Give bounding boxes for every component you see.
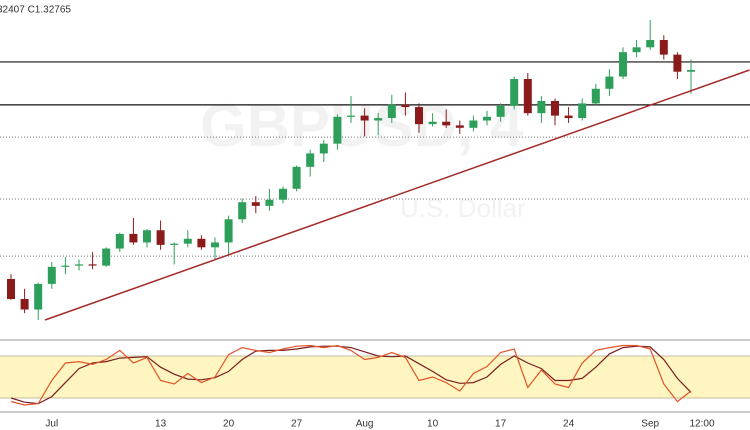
candle-body	[7, 279, 15, 300]
candle-body	[374, 118, 383, 121]
candle-body	[265, 199, 274, 206]
candle-body	[238, 202, 247, 220]
x-tick-label: 13	[155, 419, 167, 430]
candle-body	[143, 230, 151, 243]
x-tick-label: 24	[563, 419, 575, 430]
candle-body	[360, 115, 369, 121]
candle-body	[387, 104, 396, 119]
candle-body	[88, 264, 97, 266]
x-tick-label: Sep	[641, 419, 659, 430]
trendline	[44, 69, 750, 321]
candle-body	[673, 54, 682, 72]
candle-body	[687, 70, 695, 72]
candle-body	[20, 299, 29, 310]
cursor-time-label: 12:00	[689, 419, 714, 430]
candle-body	[619, 52, 627, 77]
candle-body	[442, 121, 451, 126]
candle-body	[115, 233, 124, 249]
candle-body	[75, 264, 83, 266]
stoch-k-line	[10, 344, 692, 406]
stoch-band	[0, 356, 750, 398]
candle-body	[47, 266, 56, 284]
candle-body	[578, 103, 587, 119]
candle-body	[211, 242, 219, 248]
candle-body	[455, 125, 464, 128]
candle-body	[483, 116, 491, 121]
candle-body	[632, 47, 641, 53]
candle-body	[183, 238, 192, 244]
candle-body	[156, 230, 165, 245]
x-tick-label: 17	[495, 419, 507, 430]
watermark-subtitle: U.S. Dollar	[400, 193, 526, 223]
candle-body	[102, 248, 111, 266]
candle-body	[197, 238, 206, 248]
candle-body	[401, 104, 410, 108]
candle-body	[347, 115, 355, 117]
candle-body	[129, 233, 138, 243]
candle-body	[428, 121, 437, 125]
candle-body	[646, 40, 655, 48]
candle-body	[34, 283, 43, 310]
x-tick-label: Aug	[356, 419, 374, 430]
candle-body	[469, 120, 478, 128]
candle-body	[251, 202, 260, 206]
candle-body	[523, 79, 532, 114]
stoch-d-line	[10, 345, 692, 405]
candle-body	[537, 100, 546, 114]
candle-body	[333, 116, 342, 144]
x-tick-label: Jul	[45, 419, 58, 430]
x-tick-label: 27	[291, 419, 303, 430]
candle-body	[659, 40, 668, 55]
candle-body	[551, 100, 559, 116]
candle-body	[415, 107, 423, 125]
candle-body	[170, 243, 179, 245]
candle-body	[510, 79, 519, 106]
candle-body	[591, 88, 600, 104]
candle-body	[319, 143, 328, 154]
candle-body	[279, 188, 287, 200]
x-tick-label: 10	[427, 419, 439, 430]
candle-body	[292, 166, 301, 189]
candle-body	[605, 76, 614, 89]
candle-body	[306, 153, 315, 167]
candle-body	[496, 105, 505, 117]
candle-body	[564, 115, 573, 119]
header: 32407 C1.32765	[0, 5, 71, 16]
x-tick-label: 20	[223, 419, 235, 430]
candle-body	[224, 219, 233, 243]
candle-body	[61, 265, 70, 267]
